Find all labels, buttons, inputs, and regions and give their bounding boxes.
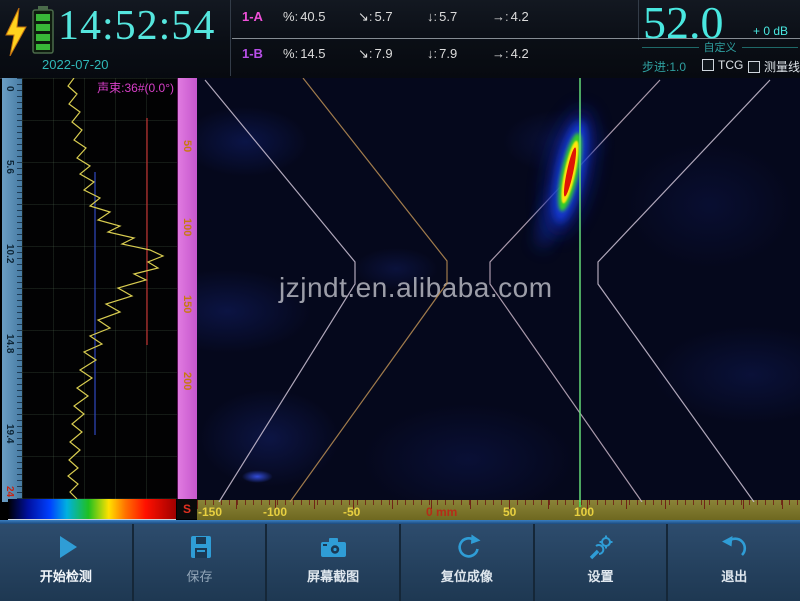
- status-bar: 14:52:54 2022-07-20 1-A %40.5 ↘5.7 ↓5.7 …: [0, 0, 800, 79]
- measure-line-checkbox[interactable]: [748, 60, 760, 73]
- depth-tick-label: 5.6: [4, 160, 15, 174]
- screenshot-button[interactable]: 屏幕截图: [267, 524, 402, 601]
- ruler-major-ticks: [197, 500, 800, 509]
- depth-icon: ↓: [427, 46, 439, 61]
- reading-b-depth: ↓7.9: [427, 46, 457, 61]
- settings-icon: [589, 535, 613, 560]
- projection-icon: →: [492, 9, 511, 24]
- camera-icon: [321, 538, 347, 557]
- scan-depth-tick: 50: [181, 140, 193, 153]
- reset-imaging-label: 复位成像: [440, 569, 493, 584]
- distance-ruler: -150 -100 -50 0 mm 50 100: [197, 500, 800, 520]
- channel-a-label: 1-A: [242, 9, 263, 24]
- sscan-overlay: [204, 78, 771, 502]
- reading-b-projection: →4.2: [492, 46, 529, 61]
- exit-label: 退出: [721, 569, 748, 584]
- save-button[interactable]: 保存: [134, 524, 268, 601]
- scan-depth-tick: 150: [181, 295, 193, 314]
- amplitude-icon: %: [283, 46, 300, 61]
- scan-depth-ruler: 50 100 150 200: [177, 78, 198, 499]
- soundpath-icon: ↘: [358, 9, 375, 24]
- gain-mode-label: 自定义: [703, 42, 737, 54]
- tcg-label: TCG: [718, 58, 744, 72]
- measure-line-toggle[interactable]: 测量线: [748, 58, 800, 75]
- measure-line-label: 测量线: [764, 60, 800, 74]
- beam-boundary-line: [289, 78, 448, 502]
- divider: [0, 520, 800, 524]
- depth-end-label: 24: [4, 486, 15, 498]
- distance-tick-label: -50: [343, 505, 361, 519]
- amplitude-colorbar: [8, 499, 176, 520]
- gain-delta: + 0 dB: [753, 24, 789, 38]
- gain-value: 52.0: [643, 0, 724, 48]
- scan-type-badge: S: [177, 499, 197, 519]
- beam-boundary-line: [597, 79, 771, 502]
- reset-icon: [458, 534, 481, 558]
- cursor-tick: [579, 500, 581, 507]
- depth-icon: ↓: [427, 9, 439, 24]
- reading-a-soundpath: ↘5.7: [358, 9, 393, 25]
- settings-label: 设置: [587, 569, 614, 584]
- exit-button[interactable]: 退出: [668, 524, 800, 601]
- scan-depth-tick: 100: [181, 218, 193, 237]
- divider: [230, 0, 231, 76]
- toolbar: 开始检测 保存 屏幕截图: [0, 524, 800, 601]
- depth-tick-label: 0: [4, 86, 15, 92]
- screenshot-label: 屏幕截图: [307, 569, 360, 584]
- system-time: 14:52:54: [58, 3, 216, 49]
- divider: [638, 0, 639, 40]
- divider: [741, 46, 798, 48]
- distance-tick-label: -150: [198, 505, 223, 519]
- charging-bolt-icon: [5, 8, 27, 56]
- divider: [642, 46, 699, 48]
- beam-info-label: 声束:36#(0.0°): [97, 81, 174, 95]
- reading-b-soundpath: ↘7.9: [358, 46, 393, 62]
- amplitude-icon: %: [283, 9, 300, 24]
- depth-tick-label: 14.8: [4, 334, 15, 354]
- scan-depth-tick: 200: [181, 372, 193, 391]
- start-detection-button[interactable]: 开始检测: [0, 524, 134, 601]
- echo-trace: [67, 78, 165, 500]
- save-label: 保存: [186, 569, 213, 584]
- depth-ruler: 0 5.6 10.2 14.8 19.4 24: [2, 78, 22, 502]
- gain-step-label: 步进:1.0: [642, 60, 687, 74]
- distance-tick-label: 100: [574, 505, 595, 519]
- divider: [232, 38, 800, 39]
- ascan-panel: 声束:36#(0.0°): [22, 78, 177, 502]
- tcg-checkbox[interactable]: [702, 59, 714, 71]
- reading-a-amplitude: %40.5: [283, 9, 326, 24]
- distance-tick-label: -100: [263, 505, 288, 519]
- reading-a-projection: →4.2: [492, 9, 529, 24]
- system-date: 2022-07-20: [42, 57, 109, 72]
- reading-a-depth: ↓5.7: [427, 9, 457, 24]
- depth-tick-label: 10.2: [4, 244, 15, 264]
- defect-indication: [537, 107, 598, 249]
- watermark-text: jzjndt.en.alibaba.com: [279, 272, 553, 303]
- projection-icon: →: [492, 46, 511, 61]
- sscan-image: jzjndt.en.alibaba.com: [197, 78, 800, 502]
- settings-button[interactable]: 设置: [535, 524, 669, 601]
- exit-icon: [722, 536, 747, 556]
- soundpath-icon: ↘: [358, 46, 375, 61]
- reset-imaging-button[interactable]: 复位成像: [401, 524, 535, 601]
- tcg-toggle[interactable]: TCG: [702, 58, 743, 72]
- depth-tick-label: 19.4: [4, 424, 15, 444]
- gain-mode-row: 自定义: [642, 40, 798, 54]
- play-icon: [59, 536, 77, 558]
- reading-b-amplitude: %14.5: [283, 46, 326, 61]
- channel-b-label: 1-B: [242, 46, 263, 61]
- ascan-waveform: [67, 78, 165, 500]
- save-icon: [190, 536, 211, 558]
- battery-icon: [32, 6, 54, 54]
- distance-tick-label: 50: [503, 505, 517, 519]
- beam-boundary-line: [204, 79, 356, 502]
- start-detection-label: 开始检测: [39, 569, 92, 584]
- distance-zero-label: 0 mm: [426, 505, 458, 519]
